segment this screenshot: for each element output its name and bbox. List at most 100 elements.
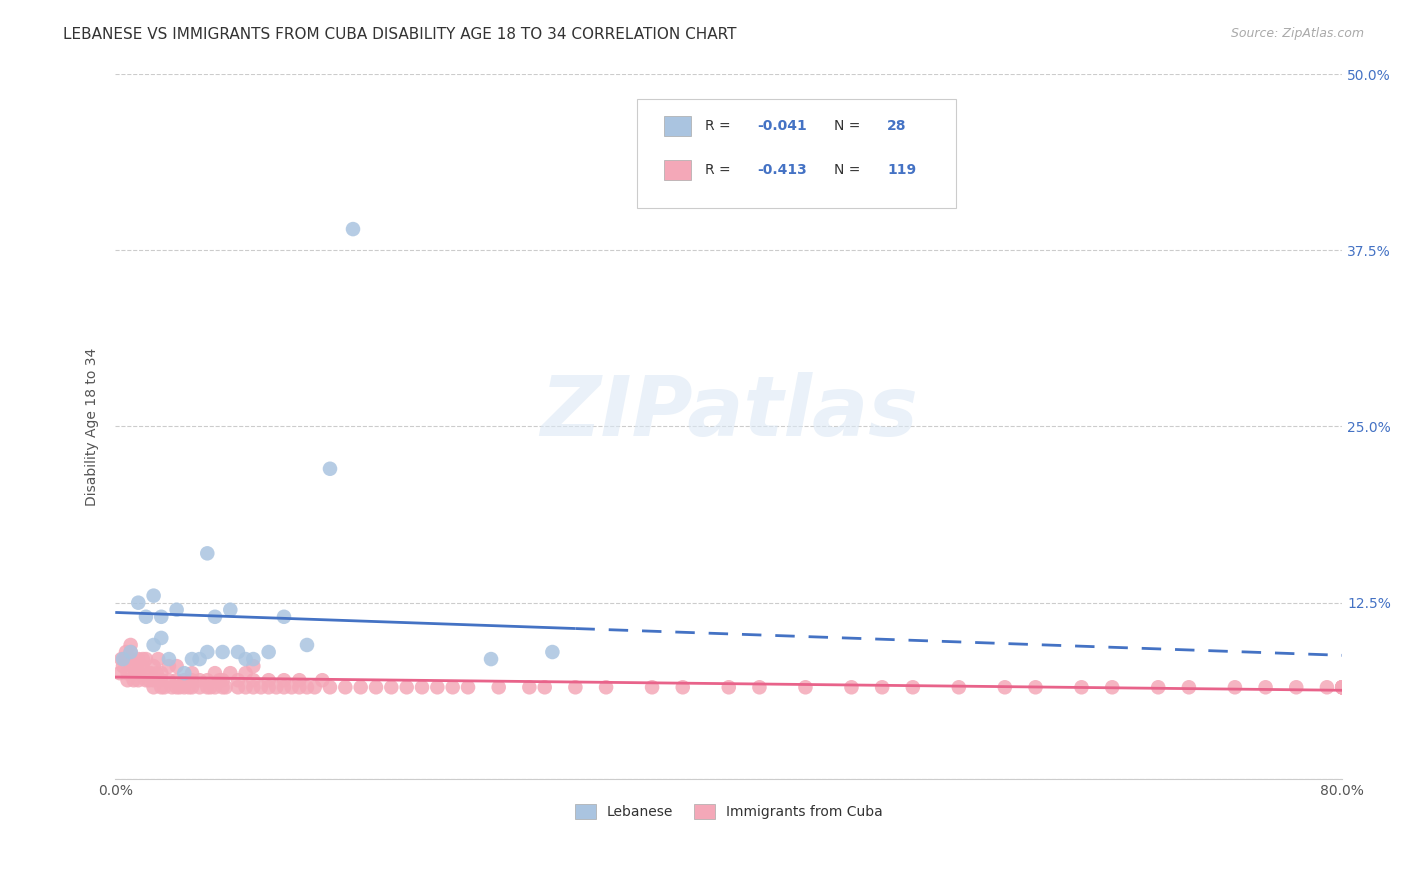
Point	[288, 680, 311, 694]
Point	[1178, 680, 1201, 694]
Point	[226, 645, 249, 659]
Point	[870, 680, 893, 694]
Point	[195, 546, 218, 560]
Point	[120, 652, 142, 666]
Point	[181, 652, 204, 666]
Point	[457, 680, 479, 694]
Point	[166, 680, 188, 694]
Point	[122, 673, 145, 688]
Point	[177, 680, 200, 694]
Point	[128, 666, 150, 681]
Point	[132, 659, 155, 673]
Point	[235, 652, 257, 666]
Point	[266, 680, 288, 694]
Point	[273, 673, 295, 688]
Point	[211, 645, 233, 659]
Point	[115, 645, 138, 659]
Point	[1070, 680, 1092, 694]
Point	[181, 680, 204, 694]
Point	[166, 603, 188, 617]
Point	[1331, 680, 1354, 694]
Point	[541, 645, 564, 659]
Point	[280, 680, 302, 694]
Point	[195, 673, 218, 688]
Point	[1331, 680, 1354, 694]
Point	[200, 680, 222, 694]
Point	[242, 680, 264, 694]
Point	[226, 680, 249, 694]
Point	[204, 666, 226, 681]
Point	[672, 680, 695, 694]
Point	[195, 645, 218, 659]
Point	[120, 645, 142, 659]
Point	[994, 680, 1017, 694]
Point	[111, 652, 134, 666]
Point	[235, 666, 257, 681]
FancyBboxPatch shape	[637, 99, 956, 208]
Point	[204, 680, 226, 694]
Point	[215, 680, 238, 694]
Point	[150, 631, 173, 645]
Text: -0.413: -0.413	[756, 163, 807, 178]
Text: R =: R =	[706, 163, 735, 178]
Point	[125, 659, 148, 673]
Point	[153, 680, 176, 694]
Point	[150, 666, 173, 681]
Point	[132, 652, 155, 666]
Point	[188, 680, 211, 694]
Point	[411, 680, 433, 694]
Point	[150, 609, 173, 624]
Point	[142, 673, 165, 688]
Point	[157, 673, 180, 688]
Point	[441, 680, 464, 694]
Point	[211, 673, 233, 688]
Point	[1331, 680, 1354, 694]
Point	[117, 673, 139, 688]
Point	[748, 680, 770, 694]
Point	[794, 680, 817, 694]
Point	[135, 652, 157, 666]
Point	[311, 673, 333, 688]
Point	[242, 673, 264, 688]
Legend: Lebanese, Immigrants from Cuba: Lebanese, Immigrants from Cuba	[569, 799, 889, 825]
Point	[395, 680, 418, 694]
Point	[135, 666, 157, 681]
Point	[127, 652, 149, 666]
Text: -0.041: -0.041	[756, 120, 807, 133]
Point	[195, 680, 218, 694]
Point	[173, 673, 195, 688]
Point	[135, 609, 157, 624]
Point	[150, 680, 173, 694]
Point	[173, 666, 195, 681]
Point	[257, 680, 280, 694]
Point	[157, 659, 180, 673]
Point	[169, 680, 191, 694]
Point	[211, 680, 233, 694]
Point	[479, 652, 502, 666]
Point	[108, 666, 131, 681]
Point	[235, 680, 257, 694]
Point	[519, 680, 541, 694]
FancyBboxPatch shape	[664, 117, 690, 136]
Point	[364, 680, 387, 694]
Point	[319, 462, 342, 476]
Point	[127, 673, 149, 688]
Text: N =: N =	[834, 120, 865, 133]
Point	[1147, 680, 1170, 694]
Text: LEBANESE VS IMMIGRANTS FROM CUBA DISABILITY AGE 18 TO 34 CORRELATION CHART: LEBANESE VS IMMIGRANTS FROM CUBA DISABIL…	[63, 27, 737, 42]
Point	[1285, 680, 1308, 694]
Point	[181, 673, 204, 688]
Point	[242, 659, 264, 673]
Point	[118, 652, 141, 666]
Point	[142, 659, 165, 673]
Point	[1024, 680, 1046, 694]
Point	[1331, 680, 1354, 694]
Point	[142, 680, 165, 694]
Point	[150, 673, 173, 688]
Point	[160, 680, 183, 694]
Point	[173, 680, 195, 694]
Point	[204, 609, 226, 624]
Point	[1254, 680, 1277, 694]
Point	[257, 645, 280, 659]
Text: N =: N =	[834, 163, 865, 178]
